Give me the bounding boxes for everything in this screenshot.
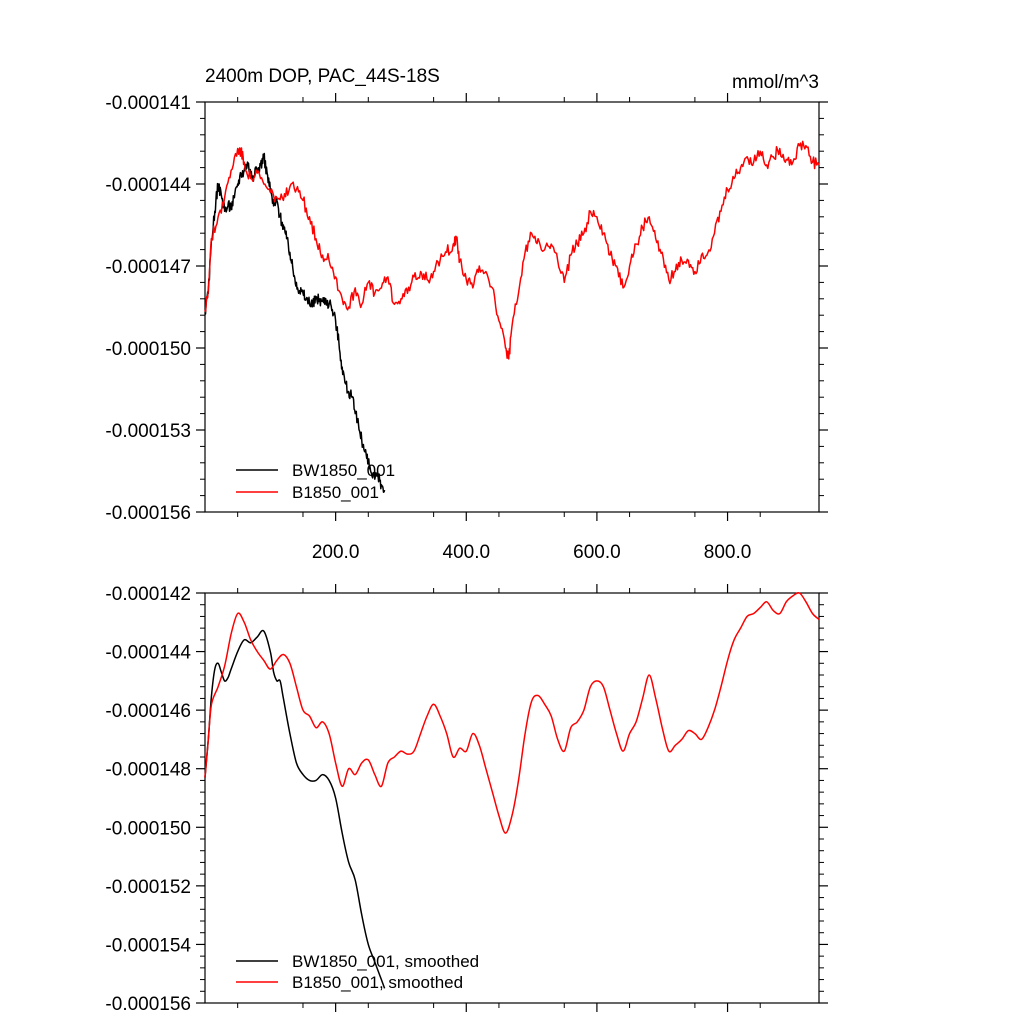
top-series-lines xyxy=(204,140,820,493)
bottom-y-tick-labels: -0.000142 -0.000144 -0.000146 -0.000148 -0.0… xyxy=(105,584,191,1015)
x-tick-label: 400.0 xyxy=(443,542,491,563)
series-line-bw1850-001-smoothed xyxy=(204,629,386,989)
legend-label-bw1850: BW1850_001 xyxy=(292,461,395,480)
legend-label-b1850: B1850_001 xyxy=(292,483,379,502)
y-tick-label: -0.000144 xyxy=(105,643,191,664)
series-line-b1850-001-smoothed xyxy=(204,592,820,834)
x-tick-label: 200.0 xyxy=(312,542,360,563)
bottom-axis-ticks xyxy=(196,584,828,1012)
top-panel-title: 2400m DOP, PAC_44S-18S xyxy=(205,66,440,87)
y-tick-label: -0.000141 xyxy=(105,93,191,114)
top-x-tick-labels: 200.0 400.0 600.0 800.0 xyxy=(312,542,751,563)
y-tick-label: -0.000154 xyxy=(105,935,191,956)
y-tick-label: -0.000150 xyxy=(105,818,191,839)
y-tick-label: -0.000156 xyxy=(105,503,191,524)
y-tick-label: -0.000146 xyxy=(105,701,191,722)
y-tick-label: -0.000152 xyxy=(105,877,191,898)
y-tick-label: -0.000150 xyxy=(105,339,191,360)
y-tick-label: -0.000156 xyxy=(105,994,191,1015)
bottom-series-lines xyxy=(204,592,820,989)
top-y-tick-labels: -0.000141 -0.000144 -0.000147 -0.000150 -0.0… xyxy=(105,93,191,524)
top-panel: 2400m DOP, PAC_44S-18S mmol/m^3 -0.00014… xyxy=(105,66,828,563)
bottom-plot-frame xyxy=(204,592,820,1004)
bottom-legend: BW1850_001, smoothed B1850_001, smoothed xyxy=(236,952,479,992)
y-tick-label: -0.000142 xyxy=(105,584,191,605)
series-line-bw1850-001 xyxy=(204,152,386,493)
legend-label-bw1850-smoothed: BW1850_001, smoothed xyxy=(292,952,479,971)
bottom-panel: -0.000142 -0.000144 -0.000146 -0.000148 -0.0… xyxy=(105,584,828,1015)
top-panel-units: mmol/m^3 xyxy=(732,72,819,93)
top-axis-ticks xyxy=(196,93,828,521)
x-tick-label: 600.0 xyxy=(573,542,621,563)
y-tick-label: -0.000144 xyxy=(105,175,191,196)
y-tick-label: -0.000147 xyxy=(105,257,191,278)
top-plot-frame xyxy=(204,101,820,513)
legend-label-b1850-smoothed: B1850_001, smoothed xyxy=(292,973,463,992)
series-line-b1850-001 xyxy=(204,140,820,360)
top-legend: BW1850_001 B1850_001 xyxy=(236,461,395,502)
x-tick-label: 800.0 xyxy=(704,542,752,563)
y-tick-label: -0.000148 xyxy=(105,760,191,781)
y-tick-label: -0.000153 xyxy=(105,421,191,442)
